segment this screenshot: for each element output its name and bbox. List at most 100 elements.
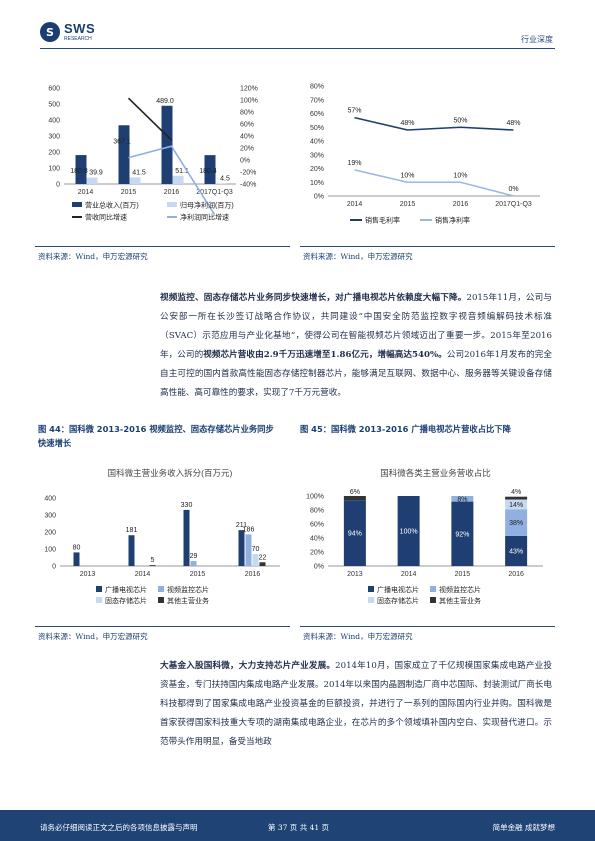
y-axis-tick: 40% xyxy=(310,536,324,543)
stack-broadcast xyxy=(343,500,366,566)
stack-broadcast xyxy=(505,535,528,566)
stack-other xyxy=(505,496,528,500)
bar-revenue xyxy=(118,125,130,184)
revenue-growth-line xyxy=(127,97,173,141)
stack-surveillance xyxy=(451,496,474,502)
section-label: 行业深度 xyxy=(521,35,553,44)
y-axis-tick: 30% xyxy=(310,152,324,159)
chart-title: 国科微主营业务收入拆分(百万元) xyxy=(108,468,233,478)
data-label: 94% xyxy=(348,531,362,538)
data-label: 92% xyxy=(455,531,469,538)
data-label: 4% xyxy=(511,489,521,496)
bar-surveillance xyxy=(190,561,197,566)
bar-broadcast xyxy=(183,509,190,566)
logo-name: SWS xyxy=(64,21,96,36)
data-label: 19% xyxy=(347,160,361,167)
bar-revenue xyxy=(161,105,173,184)
legend-label: 销售净利率 xyxy=(435,216,470,225)
right-axis-tick: 120% xyxy=(240,86,258,93)
para-text: 2015年11月，公司与公安部一所在长沙签订战略合作协议，共同建设“中国安全防范… xyxy=(160,293,552,360)
stack-storage xyxy=(505,499,528,510)
data-label: 181 xyxy=(126,527,138,534)
data-label: 41.5 xyxy=(132,169,146,176)
body-paragraph-1: 视频监控、固态存储芯片业务同步快速增长，对广播电视芯片依赖度大幅下降。2015年… xyxy=(160,289,552,403)
legend-label: 视频监控芯片 xyxy=(167,585,209,594)
y-axis-tick: 80% xyxy=(310,84,324,91)
data-label: 10% xyxy=(400,172,414,179)
bar-broadcast xyxy=(238,530,245,566)
data-label: 10% xyxy=(453,172,467,179)
y-axis-tick: 300 xyxy=(44,513,56,520)
net-margin-line xyxy=(354,169,514,197)
bar-revenue xyxy=(204,155,216,184)
bar-net-profit xyxy=(215,183,227,184)
divider-top-right xyxy=(300,246,555,247)
x-axis-tick: 2015 xyxy=(400,201,416,208)
stack-broadcast xyxy=(451,501,474,566)
legend-swatch xyxy=(430,586,436,592)
data-label: 100% xyxy=(400,529,418,536)
footer-page-number: 第 37 页 共 41 页 xyxy=(268,823,330,832)
x-axis-tick: 2015 xyxy=(121,189,137,196)
divider-bottom-left xyxy=(35,626,290,627)
para-text: 2014年10月，国家成立了千亿规模国家集成电路产业投资基金，专门扶持国内集成电… xyxy=(160,661,552,747)
source-note: 资料来源：Wind，申万宏源研究 xyxy=(38,632,148,641)
source-note: 资料来源：Wind，申万宏源研究 xyxy=(303,632,413,641)
legend-swatch xyxy=(96,597,102,603)
legend-swatch xyxy=(368,597,374,603)
stack-broadcast xyxy=(397,496,420,566)
data-label: 48% xyxy=(506,120,520,127)
figure-44-title: 图 44：国科微 2013-2016 视频监控、固态存储芯片业务同步快速增长 xyxy=(38,424,274,448)
x-axis-tick: 2016 xyxy=(508,571,524,578)
header-rule xyxy=(40,48,555,49)
y-axis-tick: 60% xyxy=(310,111,324,118)
legend-label: 归母净利润(百万) xyxy=(180,201,234,210)
y-axis-tick: 200 xyxy=(44,530,56,537)
legend-swatch xyxy=(430,597,436,603)
logo-subtitle: RESEARCH xyxy=(64,36,92,42)
left-axis-tick: 0 xyxy=(56,182,60,189)
x-axis-tick: 2015 xyxy=(455,571,471,578)
y-axis-tick: 0% xyxy=(314,194,324,201)
x-axis-tick: 2016 xyxy=(245,571,261,578)
x-axis-tick: 2014 xyxy=(401,571,417,578)
right-axis-tick: 100% xyxy=(240,98,258,105)
data-label: 43% xyxy=(509,548,523,555)
legend-label: 其他主营业务 xyxy=(439,596,481,605)
y-axis-tick: 70% xyxy=(310,97,324,104)
data-label: 5 xyxy=(151,557,155,564)
legend-swatch xyxy=(158,597,164,603)
data-label: 180.4 xyxy=(199,168,217,175)
x-axis-tick: 2015 xyxy=(190,571,206,578)
legend-label: 广播电视芯片 xyxy=(377,585,419,594)
y-axis-tick: 400 xyxy=(44,496,56,503)
y-axis-tick: 60% xyxy=(310,522,324,529)
bar-net-profit xyxy=(172,175,184,184)
para-highlight: 视频芯片营收由2.9千万迅速增至1.86亿元，增幅高达540%。 xyxy=(203,350,447,360)
logo-emblem: S xyxy=(40,22,60,42)
y-axis-tick: 40% xyxy=(310,139,324,146)
profit-growth-line xyxy=(128,145,216,216)
divider-top-left xyxy=(35,246,290,247)
data-label: 39.9 xyxy=(89,170,103,177)
para-lead: 大基金入股国科微，大力支持芯片产业发展。 xyxy=(160,661,336,671)
bar-other xyxy=(149,565,156,566)
legend-label: 其他主营业务 xyxy=(167,596,209,605)
data-label: 4.5 xyxy=(220,175,230,182)
right-axis-tick: 40% xyxy=(240,134,254,141)
right-axis-tick: 0% xyxy=(240,158,250,165)
legend-label: 营业总收入(百万) xyxy=(85,201,139,210)
data-label: 0% xyxy=(508,186,518,193)
para-lead: 视频监控、固态存储芯片业务同步快速增长，对广播电视芯片依赖度大幅下降。 xyxy=(160,293,467,303)
x-axis-tick: 2017Q1-Q3 xyxy=(196,189,233,196)
right-axis-tick: -20% xyxy=(240,170,256,177)
right-axis-tick: -40% xyxy=(240,182,256,189)
x-axis-tick: 2013 xyxy=(80,571,96,578)
revenue-breakdown-chart: 国科微主营业务收入拆分(百万元) 0 100 200 300 400 2013 2014 201… xyxy=(44,468,280,605)
data-label: 186 xyxy=(243,526,255,533)
legend-label: 视频监控芯片 xyxy=(439,585,481,594)
legend-swatch xyxy=(72,202,82,207)
legend-swatch xyxy=(158,586,164,592)
bar-broadcast xyxy=(73,552,80,566)
revenue-profit-chart: 0 100 200 300 400 500 600 -40% -20% 0% 20% 40% 60% 80… xyxy=(48,86,258,222)
